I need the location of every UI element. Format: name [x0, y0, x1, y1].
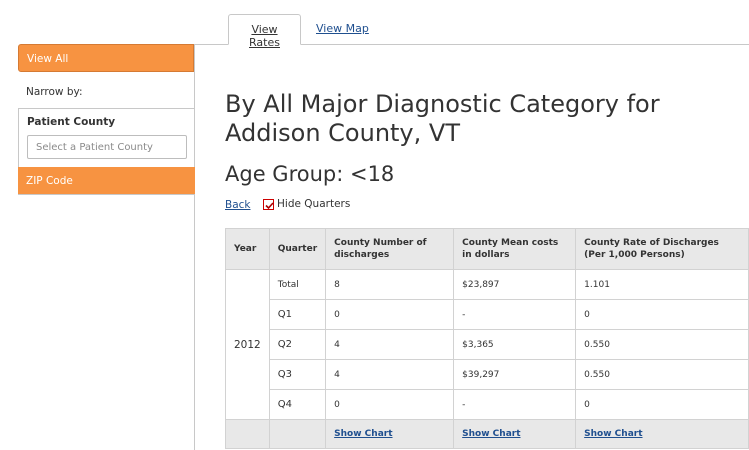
quarter-cell: Total [268, 269, 327, 300]
header-year: Year [225, 228, 270, 270]
mean-cost-cell: - [453, 389, 577, 420]
footer-empty-cell [225, 419, 270, 449]
table-footer-row: Show Chart Show Chart Show Chart [225, 419, 749, 449]
footer-cell: Show Chart [575, 419, 749, 449]
mean-cost-cell: $39,297 [453, 359, 577, 390]
quarter-cell: Q4 [268, 389, 327, 420]
age-group-heading: Age Group: <18 [225, 162, 395, 186]
check-icon [265, 201, 274, 209]
show-chart-rate-link[interactable]: Show Chart [584, 429, 643, 439]
hide-quarters-label: Hide Quarters [277, 198, 351, 210]
table-header-row: Year Quarter County Number of discharges… [225, 228, 749, 270]
header-discharges: County Number of discharges [325, 228, 455, 270]
view-all-button[interactable]: View All [18, 44, 194, 72]
table-row: Q3 4 $39,297 0.550 [226, 359, 749, 390]
footer-empty-cell [268, 419, 327, 449]
discharges-cell: 8 [325, 269, 455, 300]
hide-quarters-toggle[interactable]: Hide Quarters [263, 198, 350, 210]
header-mean-cost: County Mean costs in dollars [453, 228, 577, 270]
sidebar: View All Narrow by: Patient County ZIP C… [18, 44, 195, 450]
table-row: Q2 4 $3,365 0.550 [226, 329, 749, 360]
quarter-cell: Q1 [268, 299, 327, 330]
header-rate: County Rate of Discharges (Per 1,000 Per… [575, 228, 749, 270]
rate-cell: 0.550 [575, 329, 749, 360]
table-row: Q1 0 - 0 [226, 299, 749, 330]
footer-cell: Show Chart [325, 419, 455, 449]
rate-cell: 0 [575, 389, 749, 420]
patient-county-filter: Patient County [18, 108, 195, 168]
table-row: 2012 Total 8 $23,897 1.101 [225, 269, 749, 420]
mean-cost-cell: - [453, 299, 577, 330]
page-title: By All Major Diagnostic Category for Add… [225, 90, 660, 147]
tab-view-rates[interactable]: View Rates [228, 14, 301, 49]
narrow-by-label: Narrow by: [26, 86, 83, 98]
tab-view-map[interactable]: View Map [316, 22, 369, 35]
patient-county-title: Patient County [27, 116, 116, 128]
rate-cell: 1.101 [575, 269, 749, 300]
quarter-cell: Q3 [268, 359, 327, 390]
discharges-cell: 0 [325, 389, 455, 420]
hide-quarters-checkbox[interactable] [263, 198, 274, 210]
footer-cell: Show Chart [453, 419, 577, 449]
tab-divider [195, 44, 749, 45]
mean-cost-cell: $3,365 [453, 329, 577, 360]
mean-cost-cell: $23,897 [453, 269, 577, 300]
year-cell: 2012 [225, 269, 270, 420]
tab-bar: View Rates View Map [0, 0, 749, 49]
header-quarter: Quarter [268, 228, 327, 270]
rates-table: Year Quarter County Number of discharges… [225, 228, 749, 449]
rate-cell: 0 [575, 299, 749, 330]
show-chart-mean-cost-link[interactable]: Show Chart [462, 429, 521, 439]
show-chart-discharges-link[interactable]: Show Chart [334, 429, 393, 439]
table-row: Q4 0 - 0 [226, 389, 749, 420]
rate-cell: 0.550 [575, 359, 749, 390]
discharges-cell: 4 [325, 359, 455, 390]
discharges-cell: 0 [325, 299, 455, 330]
zip-code-filter[interactable]: ZIP Code [18, 167, 195, 195]
patient-county-input[interactable] [27, 135, 187, 159]
quarter-cell: Q2 [268, 329, 327, 360]
discharges-cell: 4 [325, 329, 455, 360]
back-link[interactable]: Back [225, 199, 251, 211]
